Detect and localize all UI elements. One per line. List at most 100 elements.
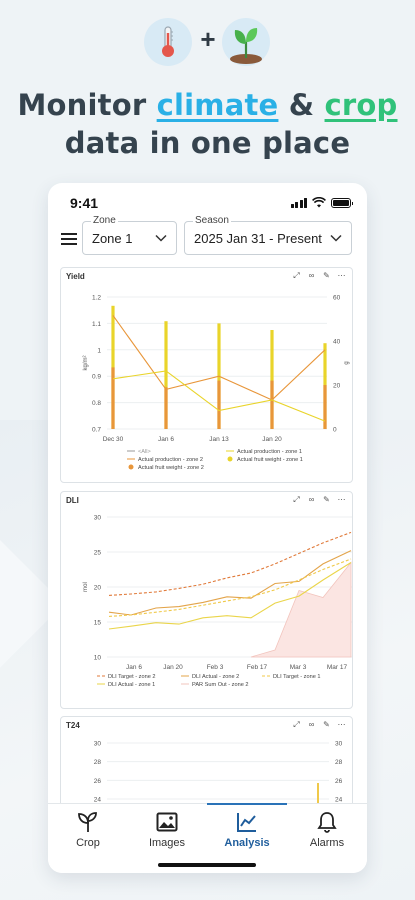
- legend-label: DLI Actual - zone 1: [108, 682, 155, 688]
- bar-fruit-weight-zone-1: [270, 330, 274, 429]
- nav-item-images[interactable]: Images: [127, 810, 207, 849]
- more-icon[interactable]: ⋯: [337, 495, 346, 504]
- more-icon[interactable]: ⋯: [337, 720, 346, 729]
- t24-chart-card: T24 ⤢ ∞ ✎ ⋯ 24 24 26 26 28 28 30 30: [60, 716, 353, 816]
- y-tick-label: 1.1: [92, 321, 101, 328]
- link-icon[interactable]: ∞: [308, 495, 315, 504]
- x-tick-label: Feb 17: [247, 664, 268, 671]
- area-par-sum-out-zone-2: [250, 561, 352, 658]
- zone-select[interactable]: Zone Zone 1: [82, 215, 177, 255]
- more-icon[interactable]: ⋯: [337, 271, 346, 280]
- season-select[interactable]: Season 2025 Jan 31 - Present: [184, 215, 352, 255]
- plus-sign: +: [200, 24, 216, 54]
- y-tick-label: 1.2: [92, 295, 101, 302]
- edit-icon[interactable]: ✎: [323, 495, 330, 504]
- x-tick-label: Dec 30: [103, 436, 124, 443]
- y-tick-label: 20: [94, 585, 102, 592]
- hero-icons: +: [0, 18, 415, 70]
- status-bar: 9:41: [48, 183, 367, 223]
- y2-tick-label: 60: [333, 295, 341, 302]
- x-tick-label: Jan 20: [262, 436, 282, 443]
- chart-line-icon: [237, 813, 256, 832]
- link-icon[interactable]: ∞: [308, 720, 315, 729]
- line-dli-actual-zone-1: [108, 562, 352, 630]
- bottom-navigation: Crop Images Analysis Alarms: [48, 803, 367, 873]
- phone-frame: 9:41 Zone Zone 1 Season 2025 Jan 31 - Pr…: [48, 183, 367, 873]
- bar-fruit-weight-zone-2: [164, 387, 168, 429]
- edit-icon[interactable]: ✎: [323, 720, 330, 729]
- nav-item-alarms[interactable]: Alarms: [287, 810, 367, 849]
- yield-chart: 0.7 0.8 0.9 1 1.1 1.2 0 20 40 60 kg/m² g Dec 30 Jan 6…: [83, 295, 350, 472]
- zone-value: Zone 1: [92, 231, 133, 246]
- nav-label: Analysis: [224, 837, 270, 849]
- line-dli-actual-zone-2: [108, 550, 352, 616]
- x-tick-label: Jan 20: [163, 664, 183, 671]
- filter-row: Zone Zone 1 Season 2025 Jan 31 - Present: [48, 215, 367, 259]
- legend-label: DLI Target - zone 2: [108, 674, 155, 680]
- y2-tick-label: 20: [333, 383, 341, 390]
- bar-fruit-weight-zone-1: [111, 305, 115, 429]
- y-tick-label: 24: [94, 797, 102, 804]
- y-tick-label: 28: [94, 759, 102, 766]
- headline-climate: climate: [156, 88, 279, 122]
- edit-icon[interactable]: ✎: [323, 271, 330, 280]
- bar-fruit-weight-zone-2: [270, 380, 274, 429]
- nav-item-analysis[interactable]: Analysis: [207, 810, 287, 849]
- hamburger-menu-icon[interactable]: [61, 233, 77, 246]
- nav-label: Images: [148, 837, 186, 849]
- x-tick-label: Jan 6: [158, 436, 174, 443]
- headline-text: &: [278, 88, 325, 122]
- line-production-zone-1: [112, 370, 326, 422]
- seedling-icon: [222, 18, 270, 66]
- headline-line-1: Monitor climate & crop: [0, 86, 415, 124]
- zone-label: Zone: [91, 215, 118, 227]
- y-tick-label: 15: [94, 620, 102, 627]
- y2-tick-label: 28: [335, 759, 343, 766]
- headline-crop: crop: [324, 88, 398, 122]
- y-tick-label: 1: [97, 347, 101, 354]
- y-tick-label: 25: [94, 550, 102, 557]
- bar-fruit-weight-zone-2: [217, 380, 221, 429]
- season-label: Season: [193, 215, 231, 227]
- bar-fruit-weight-zone-1: [164, 321, 168, 429]
- nav-label: Crop: [76, 837, 100, 849]
- card-tools: ⤢ ∞ ✎ ⋯: [292, 271, 346, 280]
- x-tick-label: Mar 17: [327, 664, 348, 671]
- link-icon[interactable]: ∞: [308, 271, 315, 280]
- legend-label: PAR Sum Out - zone 2: [192, 682, 248, 688]
- legend-label: Actual production - zone 1: [237, 449, 302, 455]
- x-tick-label: Jan 13: [209, 436, 229, 443]
- sprout-icon: [78, 812, 97, 832]
- legend-swatch: [128, 464, 134, 470]
- expand-icon[interactable]: ⤢: [293, 720, 300, 729]
- headline-line-2: data in one place: [64, 126, 351, 160]
- partial-data-mark: [317, 783, 319, 803]
- y2-tick-label: 24: [335, 797, 343, 804]
- legend-label: Actual fruit weight - zone 2: [138, 465, 204, 471]
- card-title: DLI: [66, 496, 79, 505]
- line-production-zone-2: [112, 315, 326, 401]
- y-tick-label: 0.7: [92, 427, 101, 434]
- y-tick-label: 30: [94, 741, 102, 748]
- dli-chart: 10 15 20 25 30 mol Jan 6 Jan 20 Feb 3 Feb 17 Mar 3…: [83, 515, 352, 688]
- expand-icon[interactable]: ⤢: [293, 271, 300, 280]
- nav-item-crop[interactable]: Crop: [48, 810, 128, 849]
- y-tick-label: 30: [94, 515, 102, 522]
- wifi-icon: [312, 197, 326, 208]
- bar-fruit-weight-zone-2: [323, 385, 327, 429]
- bell-icon: [317, 812, 337, 833]
- expand-icon[interactable]: ⤢: [293, 495, 300, 504]
- legend-label: Actual fruit weight - zone 1: [237, 457, 303, 463]
- season-value: 2025 Jan 31 - Present: [194, 231, 322, 246]
- bar-fruit-weight-zone-2: [111, 367, 115, 429]
- legend-swatch: [227, 456, 233, 462]
- battery-icon: [331, 198, 353, 208]
- chevron-down-icon: [155, 234, 167, 242]
- y2-tick-label: 26: [335, 778, 343, 785]
- chevron-down-icon: [330, 234, 342, 242]
- nav-label: Alarms: [309, 837, 345, 849]
- y-axis-label: mol: [83, 582, 89, 592]
- card-tools: ⤢ ∞ ✎ ⋯: [292, 495, 346, 504]
- y2-axis-label: g: [344, 361, 350, 364]
- x-tick-label: Feb 3: [207, 664, 224, 671]
